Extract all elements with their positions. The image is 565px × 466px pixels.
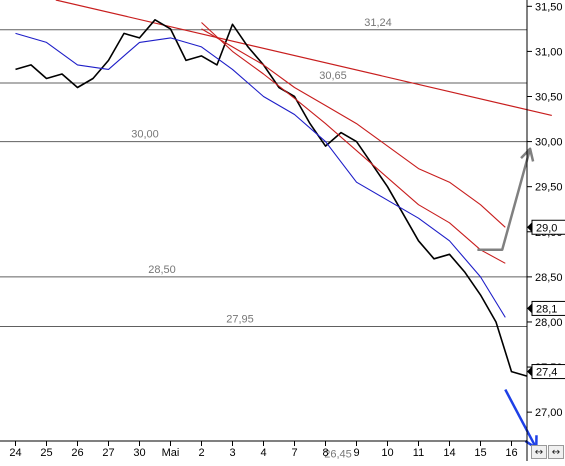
y-tick-label: 27,00 [535, 407, 563, 419]
x-tick-label: 8 [322, 447, 328, 459]
price-badge-label: 27,4 [536, 367, 557, 379]
up-arrow-line [477, 148, 532, 252]
y-tick-label: 30,50 [535, 91, 563, 103]
x-tick-label: 2 [198, 447, 204, 459]
level-label: 27,95 [226, 313, 254, 325]
y-tick-label: 31,00 [535, 46, 563, 58]
x-tick-label: 25 [40, 447, 52, 459]
y-tick-label: 28,50 [535, 272, 563, 284]
y-tick-label: 29,50 [535, 182, 563, 194]
series-lines [15, 18, 528, 377]
y-tick-label: 28,00 [535, 317, 563, 329]
price-badge-pointer [527, 366, 532, 377]
x-tick-label: Mai [162, 447, 180, 459]
level-label: 30,00 [131, 129, 159, 141]
x-tick-label: 3 [229, 447, 235, 459]
level-lines: 31,24 30,65 30,00 28,50 27,95 26,45 [0, 17, 527, 461]
price-badge-label: 28,1 [536, 303, 557, 315]
y-tick-label: 31,50 [535, 1, 563, 13]
level-label: 31,24 [364, 17, 392, 29]
scroll-left-icon: ↔ [534, 447, 544, 458]
price-line [15, 18, 528, 377]
up-arrow-head [520, 147, 535, 162]
price-badge-pointer [527, 222, 532, 233]
x-tick-label: 9 [353, 447, 359, 459]
trend-lines [55, 0, 552, 117]
x-tick-label: 15 [474, 447, 486, 459]
x-tick-label: 4 [260, 447, 266, 459]
trend-line [55, 0, 552, 117]
scroll-right-button[interactable]: ↔ [548, 445, 564, 459]
x-tick-label: 7 [291, 447, 297, 459]
x-tick-label: 10 [381, 447, 393, 459]
x-tick-label: 16 [505, 447, 517, 459]
x-tick-label: 14 [443, 447, 455, 459]
price-badges: 29,0 28,1 27,4 [527, 219, 565, 380]
price-badge-pointer [527, 303, 532, 314]
scroll-right-icon: ↔ [551, 447, 561, 458]
moving-average-line [15, 32, 506, 318]
level-label: 28,50 [148, 264, 176, 276]
x-tick-label: 30 [133, 447, 145, 459]
x-tick-label: 27 [102, 447, 114, 459]
level-label: 26,45 [324, 449, 352, 461]
scroll-left-button[interactable]: ↔ [531, 445, 547, 459]
x-tick-label: 11 [413, 447, 424, 459]
price-badge-label: 29,0 [536, 222, 557, 234]
x-tick-label: 24 [9, 447, 21, 459]
y-tick-label: 30,00 [535, 137, 563, 149]
down-arrow-line [504, 389, 538, 449]
x-tick-label: 26 [71, 447, 83, 459]
annotation-arrows [477, 147, 538, 450]
level-label: 30,65 [319, 70, 347, 82]
moving-average-line [201, 22, 506, 264]
moving-average-line [201, 28, 506, 228]
